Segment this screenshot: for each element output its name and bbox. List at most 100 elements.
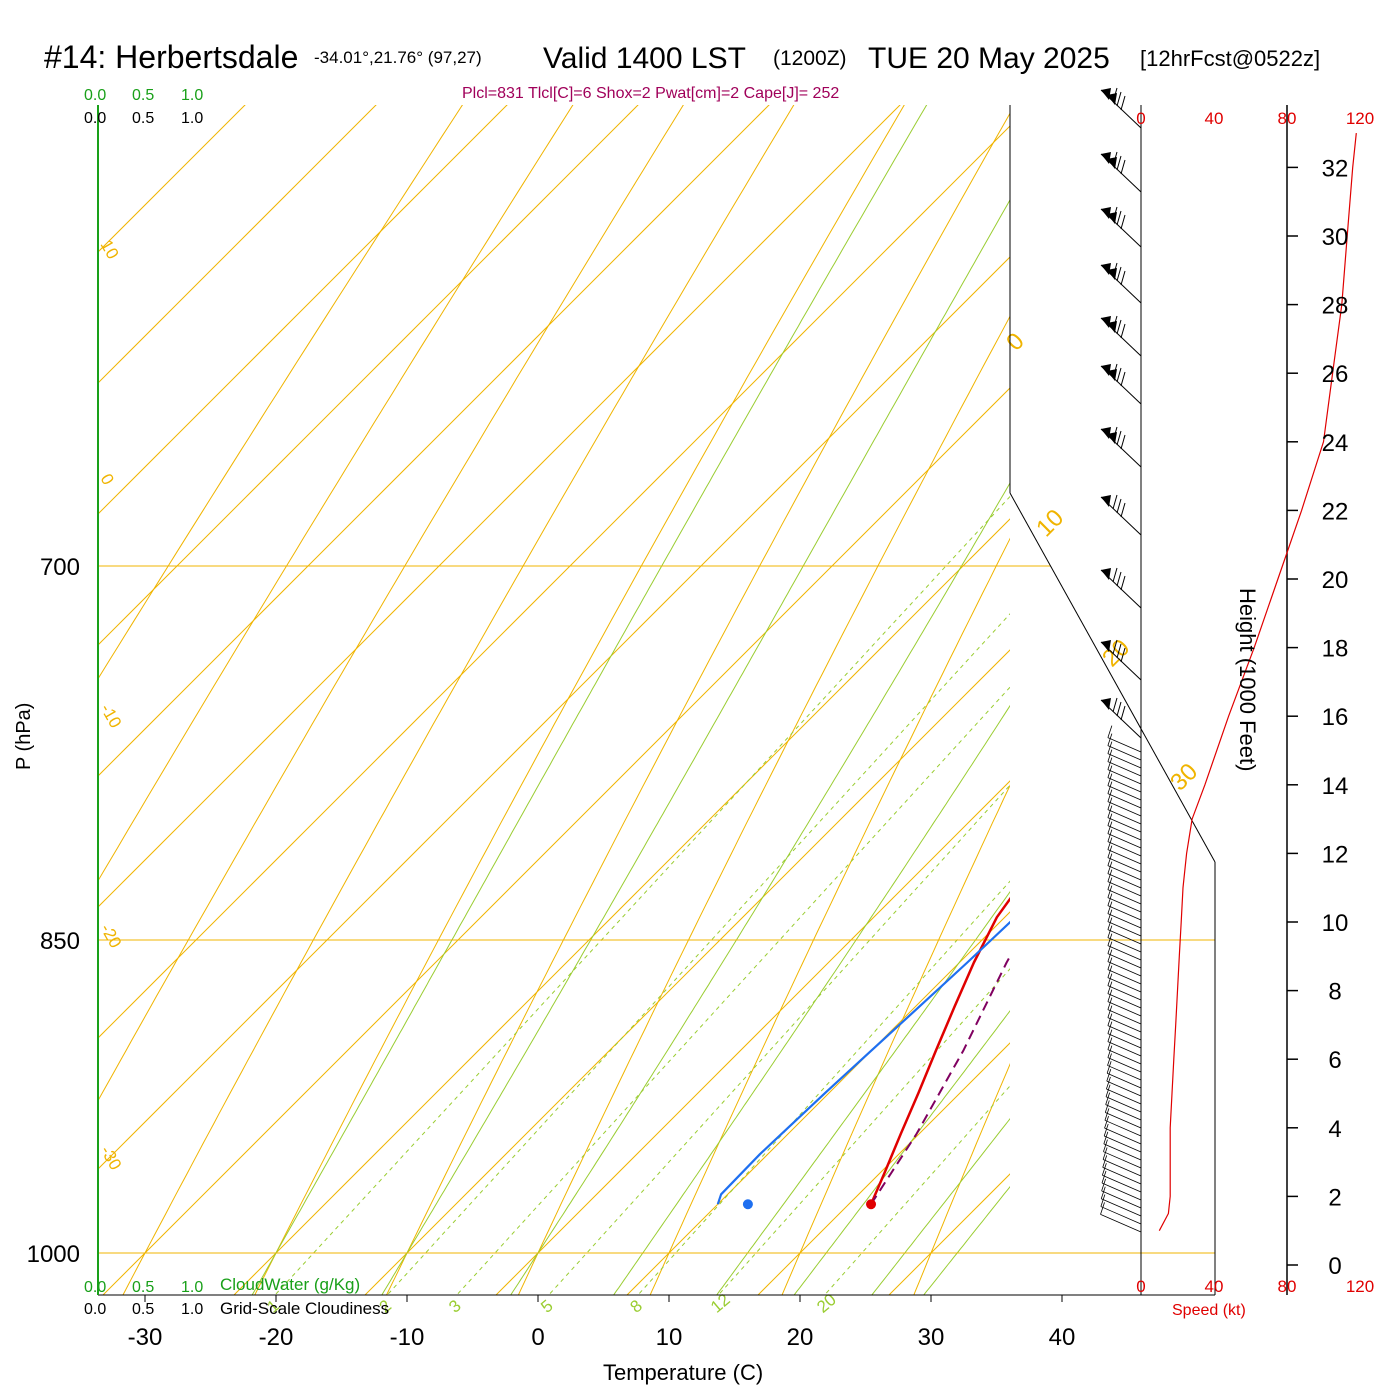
- wind-barb-flag: [1100, 1194, 1106, 1207]
- height-tick-label: 0: [1328, 1253, 1341, 1280]
- wind-barb-staff: [1101, 1198, 1142, 1217]
- wind-barb-flag: [1107, 821, 1113, 834]
- wind-barb-staff: [1107, 1001, 1142, 1017]
- dry-adiabat-line: [98, 105, 684, 1102]
- isotherm-line: [950, 0, 1400, 1365]
- wind-barb-feather: [1120, 502, 1126, 518]
- wind-barb-staff: [1103, 1143, 1142, 1161]
- wind-barb-staff: [1102, 1166, 1142, 1185]
- moist-adiabat-line: [716, 891, 1010, 1295]
- cloud-bottom-black-2: 1.0: [181, 1301, 203, 1318]
- isotherm-label: 30: [1165, 758, 1203, 796]
- forecast-info: [12hrFcst@0522z]: [1140, 46, 1320, 71]
- utc-time: (1200Z): [773, 47, 847, 70]
- wind-barb-flag: [1107, 837, 1113, 850]
- wind-barb-staff: [1107, 1057, 1142, 1073]
- wind-barb-feather: [1116, 155, 1122, 171]
- cloud-top-black-1: 0.5: [132, 110, 154, 127]
- wind-barb-feather: [1116, 430, 1122, 446]
- wind-barb-flag: [1107, 869, 1113, 882]
- isotherm-line: [98, 105, 639, 646]
- cloud-top-black-2: 1.0: [181, 110, 203, 127]
- isotherm-line: [98, 105, 508, 515]
- dry-adiabat-label: -10: [97, 701, 126, 732]
- wind-barb-feather: [1112, 567, 1118, 583]
- temperature-tick-label: 40: [1049, 1324, 1076, 1351]
- wind-barb-staff: [1105, 1112, 1142, 1129]
- wind-barb-staff: [1107, 929, 1142, 945]
- wind-barb-feather: [1112, 87, 1118, 103]
- mixing-ratio-label: 3: [445, 1296, 464, 1317]
- height-tick-label: 26: [1322, 361, 1349, 388]
- wind-barb-feather: [1112, 363, 1118, 379]
- wind-barb-staff: [1107, 977, 1142, 993]
- isobar-lines: [98, 565, 1215, 1254]
- wind-barb-flag: [1106, 1068, 1112, 1082]
- pressure-tick-label: 1000: [27, 1241, 80, 1268]
- wind-barb-staff: [1107, 913, 1142, 929]
- temperature-tick-label: -10: [390, 1324, 425, 1351]
- wind-barb-feather: [1116, 571, 1122, 587]
- isotherm-label: 10: [1031, 504, 1069, 542]
- wind-barb-flag: [1100, 1186, 1106, 1199]
- wind-barb-pennant: [1101, 152, 1111, 164]
- wind-barb-flag: [1107, 1029, 1113, 1042]
- moist-adiabat-line: [381, 198, 1010, 1295]
- wind-barb-feather: [1120, 95, 1126, 111]
- cloud-top-green-0: 0.0: [84, 87, 106, 104]
- wind-barb-flag: [1107, 925, 1113, 938]
- wind-barb-flag: [1107, 749, 1113, 762]
- isotherm-line: [98, 105, 770, 777]
- wind-barb-staff: [1104, 1119, 1142, 1137]
- wind-barb-staff: [1107, 1041, 1142, 1057]
- speed-tick-label-top: 80: [1278, 109, 1297, 128]
- wind-barb-flag: [1107, 789, 1113, 802]
- wind-barb-staff: [1106, 1072, 1142, 1089]
- wind-barb-flag: [1107, 773, 1113, 786]
- wind-barb-feather: [1116, 91, 1122, 107]
- profile-temperature: [869, 896, 1010, 1205]
- x-axis-label: Temperature (C): [603, 1360, 763, 1385]
- surface-temperature-dot: [866, 1199, 877, 1210]
- moist-adiabat-line: [793, 1010, 1010, 1295]
- wind-barb-feather: [1120, 159, 1126, 175]
- speed-axis-label: Speed (kt): [1172, 1302, 1246, 1319]
- mixing-ratio-line: [717, 968, 1010, 1295]
- dry-adiabat-line: [517, 315, 1010, 1295]
- wind-barb-flag: [1107, 797, 1113, 810]
- wind-barb-flag: [1107, 901, 1113, 914]
- pressure-tick-label: 850: [40, 928, 80, 955]
- wind-barb-feather: [1112, 639, 1118, 655]
- wind-barb-staff: [1107, 945, 1142, 961]
- height-tick-label: 14: [1322, 773, 1349, 800]
- speed-tick-label-bottom: 40: [1205, 1277, 1224, 1296]
- mixing-ratio-line: [637, 880, 1010, 1295]
- wind-barb-staff: [1105, 1104, 1142, 1121]
- isotherm-line: [98, 256, 1010, 1170]
- isotherm-line: [233, 518, 1010, 1295]
- wind-barb-staff: [1107, 777, 1142, 793]
- isotherm-line: [98, 125, 1010, 1039]
- wind-barb-feather: [1120, 434, 1126, 450]
- moist-adiabat-line: [613, 704, 1010, 1295]
- wind-barb-feather: [1116, 210, 1122, 226]
- height-tick-label: 6: [1328, 1047, 1341, 1074]
- wind-barb-staff: [1104, 1127, 1142, 1145]
- temperature-tick-label: -30: [128, 1324, 163, 1351]
- dry-adiabat-line: [1152, 0, 1400, 1365]
- mixing-ratio-label: 20: [813, 1290, 840, 1317]
- moist-adiabat-line: [251, 105, 928, 1295]
- wind-barb-staff: [1103, 1151, 1142, 1169]
- speed-tick-label-top: 120: [1346, 109, 1374, 128]
- wind-barb-staff: [1107, 1025, 1142, 1041]
- speed-tick-label-bottom: 0: [1136, 1277, 1145, 1296]
- moist-adiabat-line: [923, 1185, 1010, 1295]
- wind-barb-pennant: [1101, 495, 1111, 507]
- wind-barb-feather: [1112, 697, 1118, 713]
- height-tick-label: 22: [1322, 498, 1349, 525]
- wind-barb-staff: [1107, 937, 1142, 953]
- wind-barb-staff: [1107, 905, 1142, 921]
- wind-barb-flag: [1107, 893, 1113, 906]
- wind-barb-staff: [1107, 849, 1142, 865]
